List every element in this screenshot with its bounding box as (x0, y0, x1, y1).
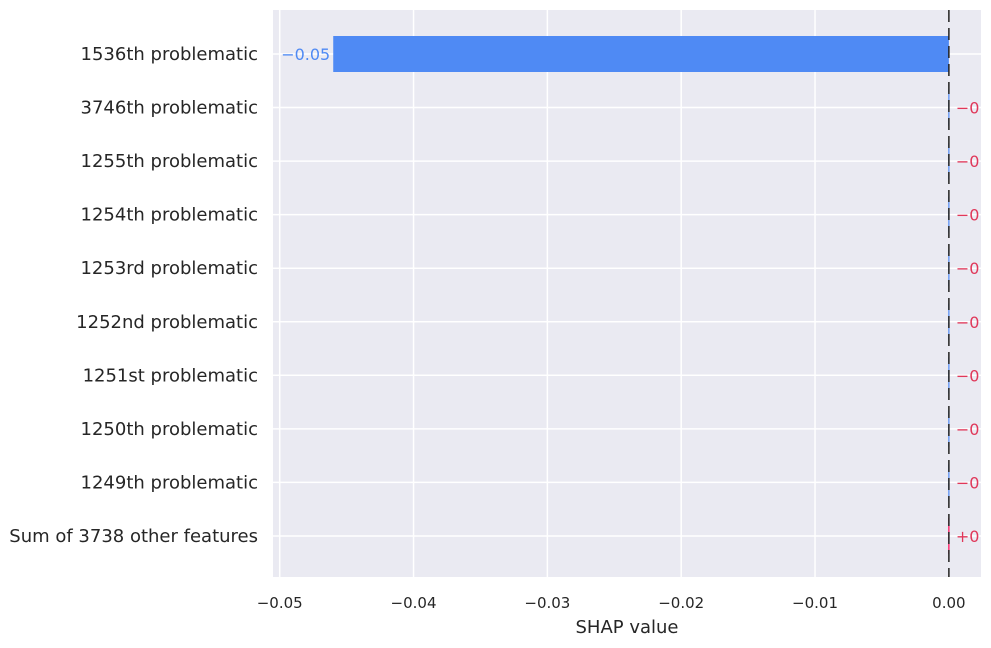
feature-label: 1536th problematic (81, 44, 258, 65)
feature-label: 1250th problematic (81, 419, 258, 440)
x-tick-label: 0.00 (932, 594, 965, 612)
bar-value-label: +0 (956, 527, 980, 546)
bar (333, 36, 949, 72)
plot-area (273, 10, 981, 577)
bar-value-label: −0 (956, 206, 980, 225)
bar-value-label: −0 (956, 313, 980, 332)
x-tick-label: −0.01 (792, 594, 838, 612)
feature-labels: 1536th problematic 3746th problematic 1255… (9, 44, 258, 547)
feature-label: 3746th problematic (81, 98, 258, 119)
bar-value-label: −0 (956, 420, 980, 439)
bar-value-label: −0 (956, 473, 980, 492)
feature-label: Sum of 3738 other features (9, 526, 258, 547)
bar-value-label: −0 (956, 99, 980, 118)
x-tick-label: −0.05 (257, 594, 303, 612)
feature-label: 1255th problematic (81, 151, 258, 172)
value-labels: −0.05 −0 −0 −0 −0 −0 −0 −0 −0 +0 (281, 45, 979, 546)
x-tick-label: −0.03 (524, 594, 570, 612)
feature-label: 1251st problematic (83, 365, 258, 386)
x-tick-labels: −0.05 −0.04 −0.03 −0.02 −0.01 0.00 (257, 594, 966, 612)
bar-value-label: −0 (956, 259, 980, 278)
bar-value-label: −0 (956, 152, 980, 171)
x-tick-label: −0.02 (658, 594, 704, 612)
bar-value-label: −0 (956, 366, 980, 385)
bar-value-label: −0.05 (281, 45, 330, 64)
feature-label: 1254th problematic (81, 205, 258, 226)
feature-label: 1252nd problematic (76, 312, 258, 333)
feature-label: 1249th problematic (81, 472, 258, 493)
bars (333, 36, 950, 554)
x-tick-label: −0.04 (391, 594, 437, 612)
x-axis-label: SHAP value (575, 617, 678, 638)
feature-label: 1253rd problematic (80, 258, 258, 279)
